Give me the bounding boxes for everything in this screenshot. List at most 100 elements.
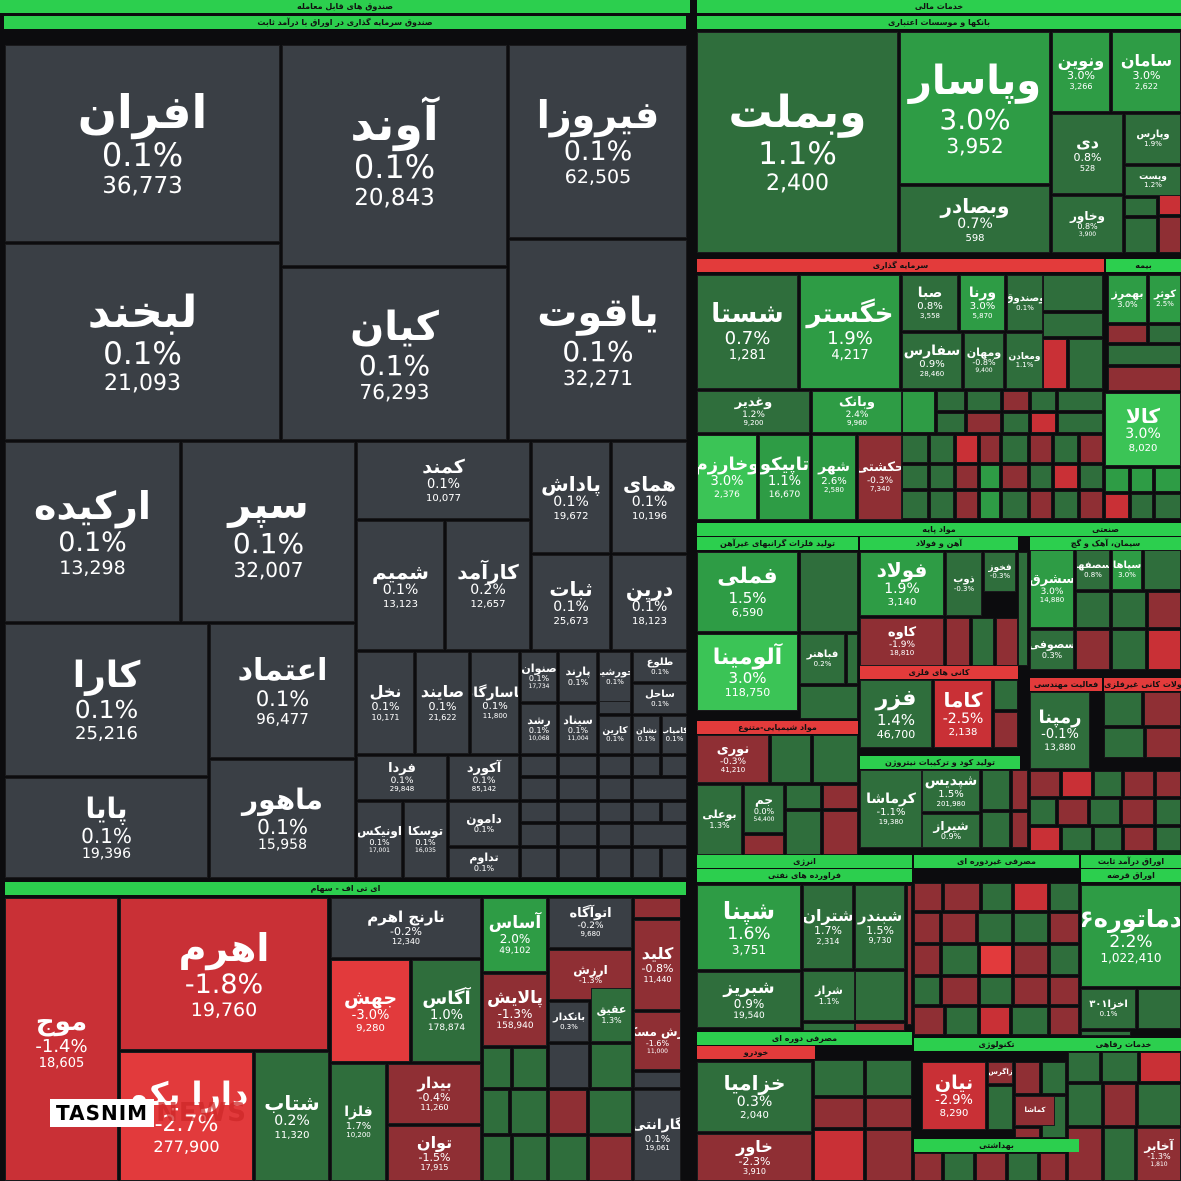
treemap-cell[interactable] <box>1149 325 1181 343</box>
treemap-cell[interactable] <box>982 770 1010 810</box>
stock-tile[interactable]: کمند 0.1% 10,077 <box>357 442 530 519</box>
treemap-cell[interactable] <box>521 756 557 776</box>
treemap-cell[interactable] <box>1050 913 1079 943</box>
treemap-cell[interactable] <box>855 1023 905 1031</box>
treemap-cell[interactable] <box>1054 491 1078 519</box>
treemap-cell[interactable] <box>1014 913 1048 943</box>
treemap-cell[interactable] <box>930 465 954 489</box>
stock-tile[interactable]: خاور -2.3% 3,910 <box>697 1134 812 1181</box>
stock-tile[interactable]: ارزش مسکن-1.6%11,000 <box>634 1012 681 1070</box>
stock-tile[interactable]: ذوب -0.3% <box>946 552 982 616</box>
stock-tile[interactable]: اعتماد 0.1% 96,477 <box>210 624 355 758</box>
treemap-cell[interactable] <box>1104 728 1144 758</box>
treemap-cell[interactable] <box>1156 799 1181 825</box>
treemap-cell[interactable] <box>942 913 976 943</box>
treemap-cell[interactable] <box>1138 989 1181 1029</box>
treemap-cell[interactable] <box>591 1044 632 1088</box>
stock-tile[interactable]: فخوز -0.3% <box>984 552 1016 592</box>
treemap-cell[interactable] <box>1104 1128 1135 1181</box>
treemap-cell[interactable] <box>866 1098 912 1128</box>
stock-tile[interactable]: شپدیس 1.5% 201,980 <box>922 770 980 812</box>
treemap-cell[interactable] <box>1043 275 1103 311</box>
treemap-cell[interactable] <box>978 913 1012 943</box>
treemap-cell[interactable] <box>823 785 858 809</box>
treemap-cell[interactable] <box>980 1007 1010 1035</box>
stock-tile[interactable]: حکشتی -0.3% 7,340 <box>858 435 902 520</box>
treemap-cell[interactable] <box>1008 1153 1038 1181</box>
treemap-cell[interactable] <box>1159 195 1181 215</box>
treemap-cell[interactable] <box>980 435 1000 463</box>
stock-tile[interactable]: سپر 0.1% 32,007 <box>182 442 355 622</box>
treemap-cell[interactable] <box>1094 827 1122 851</box>
treemap-cell[interactable] <box>662 848 687 878</box>
stock-tile[interactable]: شمیم 0.1% 13,123 <box>357 521 444 650</box>
treemap-cell[interactable] <box>1108 367 1181 391</box>
treemap-cell[interactable] <box>1031 391 1056 411</box>
treemap-cell[interactable] <box>1030 827 1060 851</box>
treemap-cell[interactable] <box>823 811 858 855</box>
treemap-cell[interactable] <box>1122 799 1154 825</box>
stock-tile[interactable]: خگستر 1.9% 4,217 <box>800 275 900 389</box>
stock-tile[interactable]: گارانتی 0.1% 19,061 <box>634 1090 681 1181</box>
treemap-cell[interactable] <box>946 1007 978 1035</box>
treemap-cell[interactable] <box>549 1044 589 1088</box>
treemap-cell[interactable] <box>633 802 660 822</box>
stock-tile[interactable]: سپاها 3.0% <box>1112 550 1142 590</box>
stock-tile[interactable]: پایا 0.1% 19,396 <box>5 778 208 878</box>
treemap-cell[interactable] <box>521 824 557 846</box>
treemap-cell[interactable] <box>513 1048 547 1088</box>
treemap-cell[interactable] <box>1108 345 1181 365</box>
stock-tile[interactable]: وبملت 1.1% 2,400 <box>697 32 898 253</box>
treemap-cell[interactable] <box>914 1153 942 1181</box>
stock-tile[interactable]: سفارس 0.9% 28,460 <box>902 333 962 389</box>
stock-tile[interactable]: بانکدار 0.3% <box>549 1002 589 1042</box>
treemap-cell[interactable] <box>1050 883 1079 911</box>
stock-tile[interactable]: کدماتوره۱۶2.2%1,022,410 <box>1081 885 1181 987</box>
stock-tile[interactable]: افران 0.1% 36,773 <box>5 45 280 242</box>
stock-tile[interactable]: طلوع 0.1% <box>633 652 687 682</box>
stock-tile[interactable]: کارا 0.1% 25,216 <box>5 624 208 776</box>
treemap-cell[interactable] <box>866 1130 912 1181</box>
stock-tile[interactable]: رمپنا -0.1% 13,880 <box>1030 692 1090 769</box>
treemap-cell[interactable] <box>1094 771 1122 797</box>
treemap-cell[interactable] <box>1156 827 1181 851</box>
stock-tile[interactable]: فزر 1.4% 46,700 <box>860 680 932 748</box>
treemap-cell[interactable] <box>1042 1062 1066 1094</box>
stock-tile[interactable]: همای 0.1% 10,196 <box>612 442 687 553</box>
treemap-cell[interactable] <box>1043 313 1103 337</box>
treemap-cell[interactable] <box>1012 1007 1048 1035</box>
stock-tile[interactable]: پارند 0.1% <box>559 652 597 702</box>
treemap-cell[interactable] <box>994 712 1018 748</box>
stock-tile[interactable]: شهر 2.6% 2,580 <box>812 435 856 520</box>
treemap-cell[interactable] <box>1080 465 1103 489</box>
treemap-cell[interactable] <box>1050 1007 1079 1035</box>
stock-tile[interactable]: فملی 1.5% 6,590 <box>697 552 798 632</box>
treemap-cell[interactable] <box>1050 977 1079 1005</box>
stock-tile[interactable]: نارنج اهرم -0.2% 12,340 <box>331 898 481 958</box>
treemap-cell[interactable] <box>521 848 557 878</box>
treemap-cell[interactable] <box>813 735 858 783</box>
treemap-cell[interactable] <box>902 391 935 433</box>
treemap-cell[interactable] <box>1104 692 1142 726</box>
treemap-cell[interactable] <box>559 756 597 776</box>
treemap-cell[interactable] <box>521 802 557 822</box>
stock-tile[interactable]: وخاور 0.8% 3,900 <box>1052 196 1123 253</box>
stock-tile[interactable]: وپارس 1.9% <box>1125 114 1181 164</box>
treemap-cell[interactable] <box>1125 218 1157 253</box>
stock-tile[interactable]: وپست 1.2% <box>1125 166 1181 196</box>
treemap-cell[interactable] <box>1068 1084 1102 1126</box>
stock-tile[interactable]: ارکیده 0.1% 13,298 <box>5 442 180 622</box>
treemap-cell[interactable] <box>1124 771 1154 797</box>
treemap-cell[interactable] <box>803 1023 855 1031</box>
treemap-cell[interactable] <box>1131 494 1153 519</box>
treemap-cell[interactable] <box>1002 435 1028 463</box>
treemap-cell[interactable] <box>982 812 1010 848</box>
stock-tile[interactable]: خورشید0.1% <box>599 652 631 702</box>
stock-tile[interactable]: خزامیا 0.3% 2,040 <box>697 1062 812 1132</box>
treemap-cell[interactable] <box>937 391 965 411</box>
treemap-cell[interactable] <box>513 1136 547 1181</box>
stock-tile[interactable]: توسکا 0.1% 16,035 <box>404 802 447 878</box>
stock-tile[interactable]: آکورد 0.1% 85,142 <box>449 756 519 800</box>
stock-tile[interactable]: ساحل 0.1% <box>633 684 687 714</box>
stock-tile[interactable]: کاوه -1.9% 18,810 <box>860 618 944 666</box>
